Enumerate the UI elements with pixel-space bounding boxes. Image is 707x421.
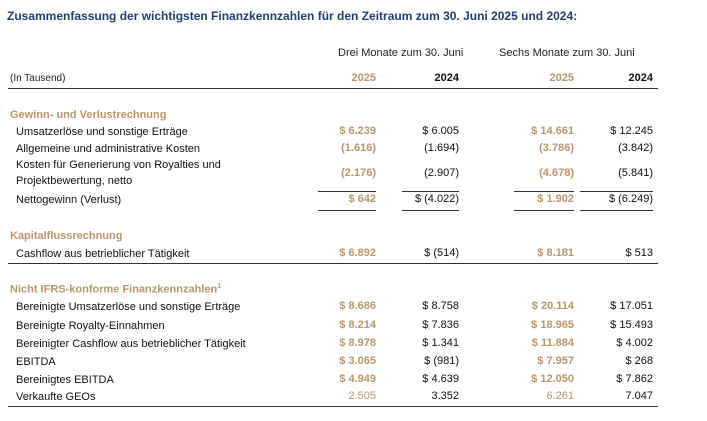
cell-value: $ (4.022) [414,193,459,205]
cell-value: $ 6.239 [339,125,376,137]
row-label: Nettogewinn (Verlust) [16,194,122,206]
cell-value: $ 8.214 [339,319,376,331]
cell-value: $ 8.758 [422,300,459,312]
subtotal-rule [514,191,574,192]
cell-value: $ 4.002 [616,337,653,349]
cell-value: 6.261 [546,390,574,402]
cell-value: $ 4.639 [422,373,459,385]
cell-value: $ 14.661 [531,125,574,137]
row-label: Bereinigte Umsatzerlöse und sonstige Ert… [16,301,241,313]
row-label: Umsatzerlöse und sonstige Erträge [16,126,188,138]
cell-value: $ 6.005 [422,125,459,137]
header-three-months: Drei Monate zum 30. Juni [338,47,464,59]
section-title-cashflow: Kapitalflussrechnung [10,230,123,242]
year-header: 2024 [628,72,653,84]
cell-value: 2.505 [348,390,376,402]
cell-value: $ (981) [424,355,459,367]
subtotal-rule [318,191,376,192]
footnote-marker: 1 [217,283,222,290]
cell-value: $ 642 [348,193,376,205]
row-label: Verkaufte GEOs [16,391,96,403]
cell-value: $ 8.181 [537,247,574,259]
row-label: Kosten für Generierung von Royalties und [16,159,221,171]
total-rule [402,210,459,211]
row-label: Bereinigter Cashflow aus betrieblicher T… [16,338,246,350]
section-title-text: Nicht IFRS-konforme Finanzkennzahlen [10,283,218,296]
cell-value: $ 11.884 [531,337,574,349]
row-label: Projektbewertung, netto [16,175,133,187]
unit-label: (In Tausend) [10,73,66,84]
cell-value: $ 12.245 [610,125,653,137]
section-title-non-ifrs: Nicht IFRS-konforme Finanzkennzahlen1 [10,283,221,296]
subtotal-rule [402,191,459,192]
cell-value: (2.176) [341,167,376,179]
header-six-months: Sechs Monate zum 30. Juni [499,47,635,59]
year-header: 2025 [549,72,574,84]
row-label: Cashflow aus betrieblicher Tätigkeit [16,248,190,260]
header-rule [8,88,658,89]
subtotal-rule [580,191,653,192]
cell-value: $ 1.341 [422,337,459,349]
cell-value: $ 8.978 [339,337,376,349]
cell-value: $ 7.957 [537,355,574,367]
row-label: Allgemeine und administrative Kosten [16,143,201,155]
bottom-rule [8,406,658,407]
cell-value: (1.616) [341,142,376,154]
cell-value: $ 1.902 [537,193,574,205]
cell-value: $ 4.949 [339,373,376,385]
cell-value: (4.678) [539,167,574,179]
cell-value: $ 7.862 [616,373,653,385]
cell-value: 7.047 [625,390,653,402]
cell-value: (3.842) [618,142,653,154]
total-rule [514,210,574,211]
cell-value: $ 12.050 [531,373,574,385]
total-rule [580,210,653,211]
cell-value: $ 17.051 [610,300,653,312]
cell-value: (1.694) [424,142,459,154]
year-header: 2025 [351,72,376,84]
cell-value: 3.352 [431,390,459,402]
section-rule [8,263,658,264]
cell-value: (3.786) [539,142,574,154]
cell-value: $ 6.892 [339,247,376,259]
cell-value: $ 8.686 [339,300,376,312]
cell-value: (5.841) [618,167,653,179]
row-label: Bereinigtes EBITDA [16,374,114,386]
section-title-income: Gewinn- und Verlustrechnung [10,109,167,121]
cell-value: $ (6.249) [608,193,653,205]
cell-value: $ 20.114 [531,300,574,312]
row-label: EBITDA [16,356,56,368]
cell-value: (2.907) [424,167,459,179]
cell-value: $ 7.836 [422,319,459,331]
cell-value: $ 3.065 [339,355,376,367]
row-label: Bereinigte Royalty-Einnahmen [16,320,165,332]
total-rule [318,210,376,211]
cell-value: $ 18.965 [531,319,574,331]
year-header: 2024 [434,72,459,84]
page-title: Zusammenfassung der wichtigsten Finanzke… [7,9,578,23]
cell-value: $ 268 [625,355,653,367]
cell-value: $ (514) [424,247,459,259]
cell-value: $ 513 [625,247,653,259]
cell-value: $ 15.493 [610,319,653,331]
